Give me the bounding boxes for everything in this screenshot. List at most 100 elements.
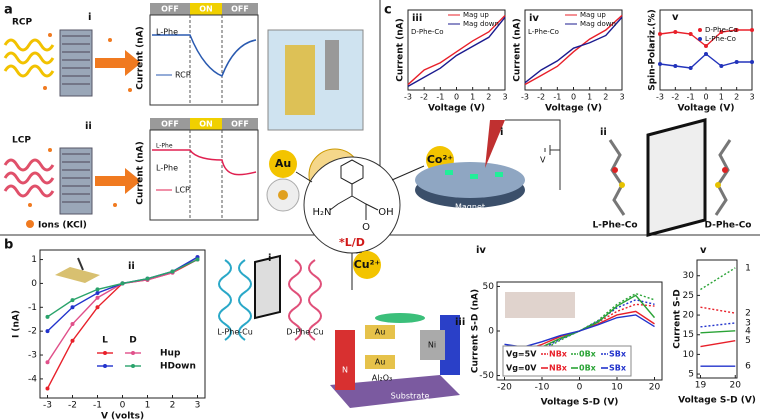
state-label: OFF (231, 5, 249, 14)
response-curve (152, 149, 257, 176)
legend-header: D (129, 336, 136, 346)
y-axis-label: Current (nA) (396, 18, 406, 81)
plot-frame (149, 129, 259, 221)
molecule-circle (269, 146, 454, 290)
panel-label: b (4, 238, 13, 253)
data-line (700, 322, 736, 328)
inset-photo (505, 292, 575, 318)
data-line (504, 292, 655, 368)
atom-label: H₂N (312, 207, 331, 218)
y-axis-label: Current (nA) (136, 26, 146, 89)
data-point (704, 52, 708, 56)
data-point (704, 44, 708, 48)
panel-index: ii (600, 127, 607, 138)
panel-index: iv (476, 245, 486, 256)
panel-index: ii (128, 261, 135, 272)
x-tick-label: 3 (749, 93, 754, 102)
y-tick-label: 15 (683, 330, 694, 340)
device-label: Al₂O₃ (372, 374, 392, 383)
legend-label: Mag up (463, 11, 489, 19)
series-label: 6 (745, 362, 751, 372)
panel-index: i (88, 12, 91, 23)
x-axis-label: Voltage (V) (678, 104, 735, 114)
x-tick-label: 1 (470, 93, 475, 102)
series-label: 5 (745, 336, 751, 346)
x-tick-label: -3 (656, 93, 664, 102)
legend-swatch (131, 351, 135, 355)
x-axis-label: Voltage (V) (428, 104, 485, 114)
y-axis-label: Spin-Polariz.(%) (648, 9, 658, 91)
legend-label: 0Bx (579, 350, 597, 359)
plot-frame (149, 14, 259, 106)
data-point (658, 62, 662, 66)
x-tick-label: 20 (730, 381, 742, 391)
state-bar (222, 118, 258, 130)
x-tick-label: -20 (497, 383, 512, 393)
reagent: Co²⁺ (427, 153, 453, 166)
series-label: 4 (745, 326, 751, 336)
x-tick-label: 2 (170, 401, 176, 411)
x-tick-label: 0 (454, 93, 459, 102)
legend-label: D-Phe-Co (705, 26, 738, 34)
molecule-label: L-Phe-Co (592, 221, 637, 231)
data-line (524, 16, 623, 84)
x-tick-label: -3 (521, 93, 529, 102)
data-line (504, 314, 655, 348)
data-line (407, 16, 506, 87)
x-tick-label: -1 (553, 93, 561, 102)
y-axis-label: I (nA) (12, 310, 22, 338)
legend-label: 0Bx (579, 364, 597, 373)
device-label: Au (375, 328, 386, 337)
legend-label: NBx (549, 350, 568, 359)
data-line (524, 14, 623, 86)
data-line (700, 306, 736, 314)
molecule-label: D-Phe-Cu (286, 328, 323, 337)
x-tick-label: -10 (535, 383, 550, 393)
legend-header: L (102, 336, 108, 346)
data-point (673, 30, 678, 34)
y-tick-label: -1 (28, 303, 37, 313)
molecule-label: D-Phe-Co (704, 221, 751, 231)
data-point (95, 290, 100, 295)
legend-swatch (103, 351, 107, 355)
rcp-illustration (3, 29, 141, 97)
molecule-illustration (608, 118, 732, 237)
x-axis-label: Voltage S-D (V) (541, 398, 619, 408)
x-tick-label: 2 (603, 93, 608, 102)
legend-label: SBx (609, 364, 627, 373)
x-tick-label: 19 (695, 381, 707, 391)
sample-label: D-Phe-Co (411, 28, 444, 36)
y-tick-label: 10 (683, 350, 695, 360)
y-axis-label: Current S-D (673, 289, 683, 349)
chirality-label: *L/D (339, 236, 365, 249)
plot-frame (696, 259, 738, 379)
molecule-label: L-Phe-Cu (217, 328, 253, 337)
data-point (170, 269, 175, 274)
y-tick-label: -3 (28, 351, 37, 361)
x-tick-label: 0 (571, 93, 576, 102)
x-tick-label: 1 (719, 93, 724, 102)
legend-row-label: Hup (160, 349, 181, 359)
y-tick-label: 50 (483, 282, 495, 292)
y-tick-label: -2 (28, 327, 37, 337)
legend-label: Mag down (580, 20, 616, 28)
state-label: OFF (161, 5, 179, 14)
panel-label: c (384, 3, 392, 18)
state-bar (222, 3, 258, 15)
magnet-illustration (415, 119, 561, 208)
data-point (719, 64, 724, 68)
y-axis-label: Current S-D (nA) (471, 289, 481, 373)
x-tick-label: 1 (587, 93, 592, 102)
state-label: OFF (231, 120, 249, 129)
legend-row-label: HDown (160, 362, 196, 372)
response-curve (152, 34, 257, 77)
legend-group: Vg=0V (506, 364, 537, 373)
data-point (70, 305, 75, 310)
y-tick-label: 1 (31, 255, 37, 265)
panel-index: v (672, 12, 679, 23)
x-tick-label: 3 (502, 93, 507, 102)
y-tick-label: -4 (28, 374, 37, 384)
state-bar (190, 118, 222, 130)
device-stack (330, 313, 460, 408)
state-bar (150, 3, 190, 15)
